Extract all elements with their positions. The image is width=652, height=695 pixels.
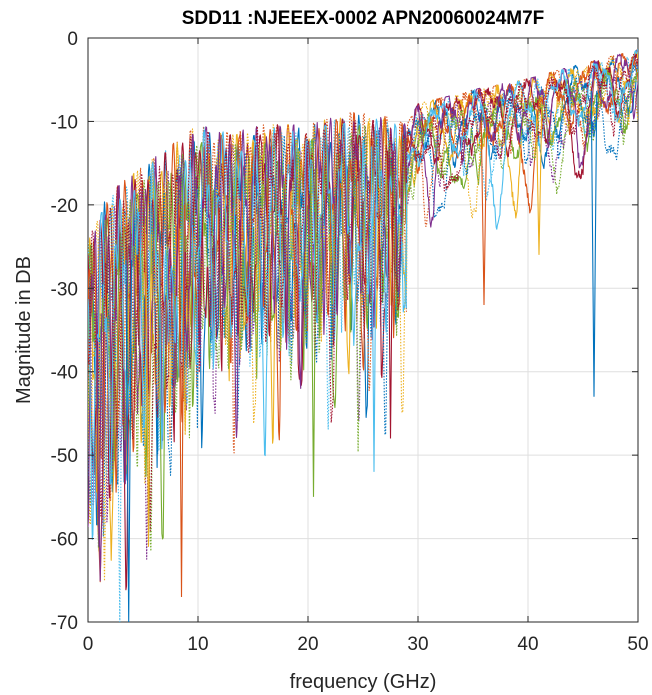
x-tick-label: 30 (407, 634, 428, 655)
x-axis-label: frequency (GHz) (290, 671, 437, 693)
y-tick-label: -60 (51, 530, 78, 551)
x-tick-label: 10 (187, 634, 208, 655)
y-axis-label: Magnitude in DB (13, 256, 35, 404)
y-tick-label: -30 (51, 279, 78, 300)
x-tick-label: 20 (297, 634, 318, 655)
chart-title: SDD11 :NJEEEX-0002 APN20060024M7F (182, 8, 545, 29)
tick-marks (87, 37, 639, 623)
series-layer (88, 49, 638, 622)
minimum-spike (125, 259, 132, 622)
y-tick-label: -10 (51, 112, 78, 133)
minimum-spike (95, 313, 103, 547)
x-tick-label: 40 (517, 634, 538, 655)
y-tick-labels: 0 -10 -20 -30 -40 -50 -60 -70 (51, 29, 78, 634)
y-tick-label: -20 (51, 196, 78, 217)
y-tick-label: 0 (67, 29, 78, 50)
y-tick-label: -40 (51, 363, 78, 384)
minimum-spike (145, 234, 152, 547)
y-tick-label: -70 (51, 613, 78, 634)
x-tick-label: 50 (627, 634, 648, 655)
x-tick-label: 0 (83, 634, 94, 655)
y-tick-label: -50 (51, 446, 78, 467)
x-tick-labels: 0 10 20 30 40 50 (83, 634, 649, 655)
series-line-4 (88, 63, 638, 560)
minimum-spike (178, 204, 185, 597)
series-line-12 (88, 68, 638, 552)
minimum-spike (535, 108, 543, 255)
minimum-spike (310, 168, 317, 497)
minimum-spike (387, 150, 394, 439)
minimum-spike (480, 121, 488, 305)
